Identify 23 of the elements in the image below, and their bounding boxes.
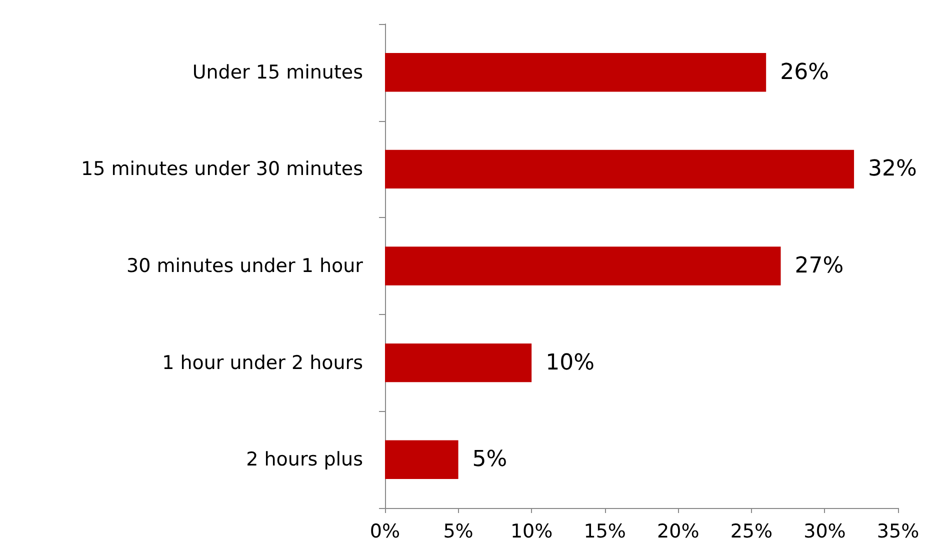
data-label: 26% [780, 60, 829, 85]
data-label: 27% [794, 254, 844, 278]
x-tick-label: 15% [584, 520, 626, 542]
y-tick-label: Under 15 minutes [192, 61, 363, 84]
y-tick-label: 30 minutes under 1 hour [126, 255, 364, 277]
data-label: 10% [546, 350, 594, 376]
data-label: 5% [472, 447, 508, 472]
x-tick-label: 20% [657, 520, 700, 542]
y-tick-label: 1 hour under 2 hours [162, 352, 363, 374]
bar [385, 343, 532, 382]
y-tick-label: 2 hours plus [246, 448, 363, 471]
x-tick-label: 0% [370, 520, 400, 542]
x-tick-label: 25% [730, 520, 773, 542]
data-label: 32% [868, 156, 917, 182]
y-tick-label: 15 minutes under 30 minutes [81, 158, 363, 180]
bar [385, 53, 766, 92]
x-tick-label: 10% [510, 520, 553, 542]
x-tick-label: 35% [876, 520, 920, 542]
bar [385, 440, 458, 479]
x-tick-label: 30% [804, 520, 846, 542]
x-tick-label: 5% [443, 520, 474, 542]
bar [385, 150, 854, 189]
bar [385, 246, 781, 286]
